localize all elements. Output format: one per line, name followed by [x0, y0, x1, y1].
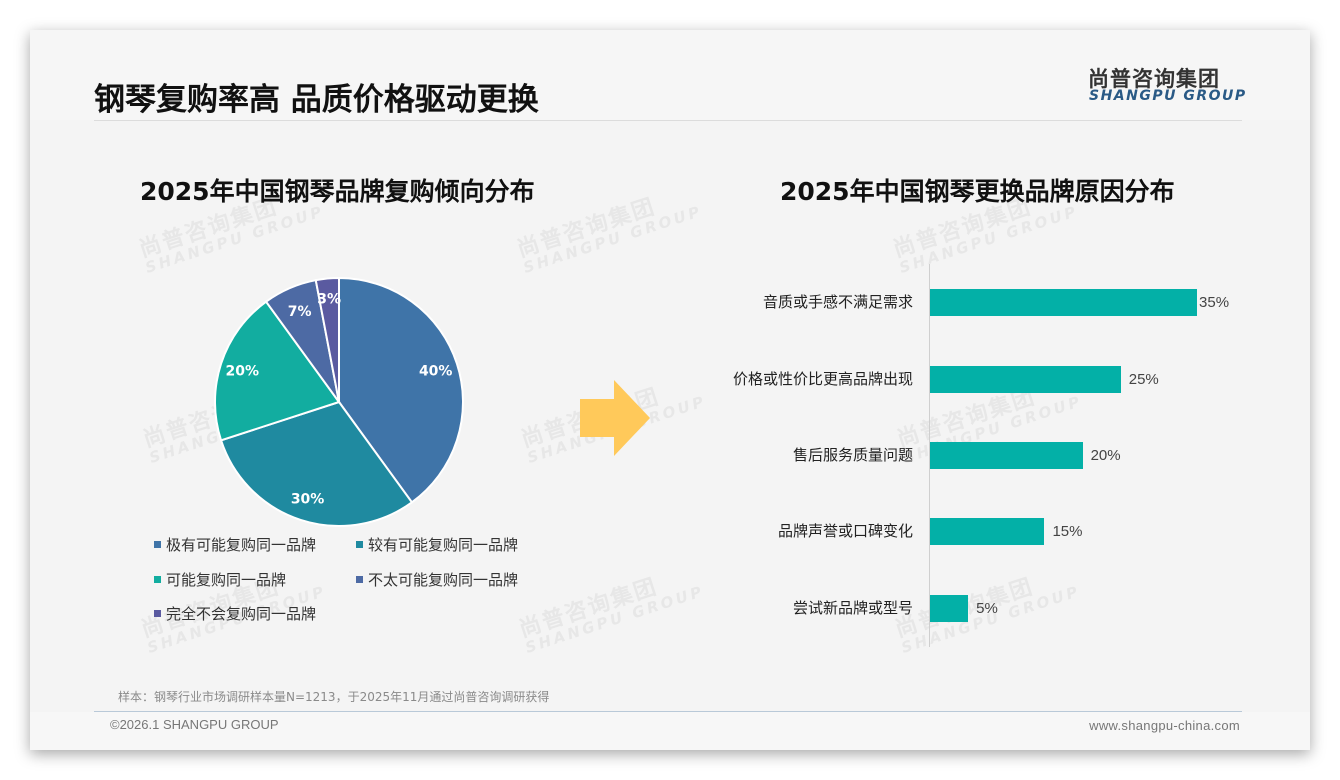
- pie-slice: [338, 276, 464, 504]
- bar: [930, 595, 969, 622]
- pie-slice-label: 20%: [226, 364, 260, 380]
- bar-category-label: 音质或手感不满足需求: [762, 293, 913, 311]
- pie-chart-title: 2025年中国钢琴品牌复购倾向分布: [140, 177, 535, 206]
- bar-row: 售后服务质量问题 20%: [710, 442, 1270, 469]
- bar: [930, 289, 1198, 316]
- y-axis-line: [929, 264, 930, 647]
- sample-note: 样本：钢琴行业市场调研样本量N=1213，于2025年11月通过尚普咨询调研获得: [118, 690, 550, 704]
- bar-row: 尝试新品牌或型号 5%: [710, 595, 1270, 622]
- pie-slice: [219, 400, 414, 527]
- bar-value-label: 25%: [1128, 371, 1159, 388]
- legend-item: 不太可能复购同一品牌: [356, 569, 518, 590]
- pie-slice: [314, 276, 340, 403]
- copyright: ©2026.1 SHANGPU GROUP: [110, 717, 279, 732]
- logo-cn: 尚普咨询集团: [1088, 67, 1220, 91]
- bar-value-label: 15%: [1052, 523, 1083, 540]
- bar-category-label: 品牌声誉或口碑变化: [777, 522, 913, 540]
- bar-value-label: 35%: [1199, 294, 1230, 311]
- bar: [930, 442, 1083, 469]
- bar-value-label: 20%: [1090, 447, 1121, 464]
- legend-item: 可能复购同一品牌: [154, 569, 286, 590]
- legend-item: 较有可能复购同一品牌: [356, 534, 518, 555]
- legend-swatch-icon: [154, 541, 161, 548]
- footer-band: [30, 712, 1310, 750]
- pie-slice-label: 30%: [291, 492, 325, 508]
- slide: 钢琴复购率高 品质价格驱动更换 尚普咨询集团 SHANGPU GROUP 尚普咨…: [30, 30, 1310, 750]
- footer-divider: [94, 711, 1242, 712]
- legend-swatch-icon: [356, 576, 363, 583]
- header-band: [30, 30, 1310, 120]
- logo-en: SHANGPU GROUP: [1089, 88, 1247, 104]
- bar: [930, 518, 1045, 545]
- page-title: 钢琴复购率高 品质价格驱动更换: [94, 82, 539, 118]
- legend-swatch-icon: [154, 610, 161, 617]
- legend-item: 完全不会复购同一品牌: [154, 603, 316, 624]
- bar-chart: 音质或手感不满足需求 35% 价格或性价比更高品牌出现 25% 售后服务质量问题 20% 品…: [710, 260, 1270, 650]
- website-link[interactable]: www.shangpu-china.com: [1089, 718, 1240, 733]
- header-divider: [94, 120, 1242, 121]
- bar-category-label: 价格或性价比更高品牌出现: [732, 370, 913, 388]
- pie-slice-label: 3%: [317, 291, 341, 307]
- bar-row: 价格或性价比更高品牌出现 25%: [710, 366, 1270, 393]
- bar-category-label: 售后服务质量问题: [792, 446, 913, 464]
- pie-slice: [214, 300, 341, 442]
- legend-swatch-icon: [154, 576, 161, 583]
- arrow-right-icon: [580, 380, 650, 456]
- pie-slice-label: 40%: [419, 364, 453, 380]
- bar-chart-title: 2025年中国钢琴更换品牌原因分布: [780, 177, 1175, 206]
- pie-slice-label: 7%: [288, 304, 312, 320]
- legend-item: 极有可能复购同一品牌: [154, 534, 316, 555]
- legend-swatch-icon: [356, 541, 363, 548]
- bar: [930, 366, 1121, 393]
- bar-category-label: 尝试新品牌或型号: [792, 599, 913, 617]
- bar-value-label: 5%: [976, 600, 998, 617]
- pie-chart: 40% 30% 20% 7% 3%: [214, 276, 464, 527]
- bar-row: 品牌声誉或口碑变化 15%: [710, 518, 1270, 545]
- bar-row: 音质或手感不满足需求 35%: [710, 289, 1270, 316]
